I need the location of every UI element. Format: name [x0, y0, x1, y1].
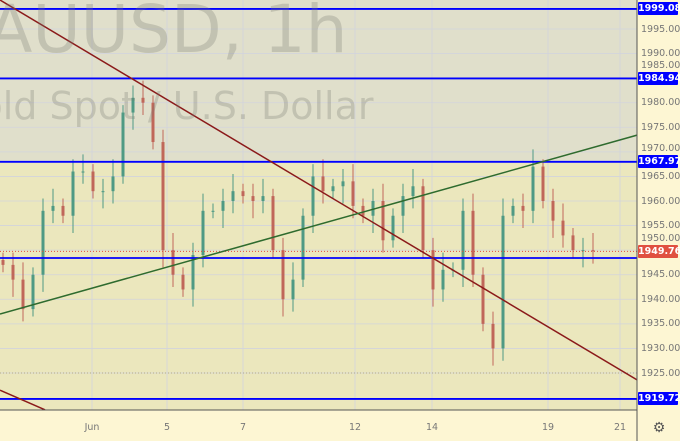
candle-body	[51, 205, 55, 211]
candle-body	[471, 210, 475, 275]
candle-body	[381, 201, 385, 241]
candle-body	[501, 215, 505, 349]
candle-body	[521, 205, 525, 211]
candle-body	[351, 181, 355, 206]
candle-body	[491, 323, 495, 349]
candle-body	[101, 191, 105, 193]
candle-body	[121, 112, 125, 177]
candle-body	[331, 186, 335, 192]
level-price-tag: 1999.08	[638, 2, 680, 16]
level-price-tag: 1984.94	[638, 71, 680, 85]
time-tick-label: 14	[425, 422, 439, 433]
candle-body	[391, 215, 395, 241]
price-tick-label: 1970.00	[641, 143, 680, 155]
candle-body	[211, 210, 215, 212]
candle-body	[341, 181, 345, 187]
price-tick-label: 1950.00	[641, 232, 680, 244]
price-tick-label: 1940.00	[641, 293, 680, 305]
price-tick-label: 1935.00	[641, 318, 680, 330]
candle-body	[11, 264, 15, 280]
candle-body	[111, 176, 115, 192]
red-trend-line	[0, 0, 638, 381]
time-tick-label: 5	[163, 422, 171, 433]
price-tick-label: 1985.00	[641, 59, 680, 71]
price-tick-label: 1995.00	[641, 23, 680, 35]
candle-body	[71, 171, 75, 216]
candle-body	[171, 250, 175, 275]
candle-body	[21, 279, 25, 310]
candle-body	[301, 215, 305, 280]
green-trend-line	[0, 134, 638, 315]
candle-body	[511, 205, 515, 216]
candle-body	[441, 269, 445, 290]
gear-icon[interactable]: ⚙	[652, 420, 666, 436]
candle-body	[31, 274, 35, 310]
candle-body	[201, 210, 205, 256]
candle-body	[281, 250, 285, 300]
price-tick-label: 1930.00	[641, 342, 680, 354]
candle-body	[571, 235, 575, 251]
time-tick-label: 21	[613, 422, 627, 433]
lower-zone	[0, 161, 637, 410]
candle-body	[251, 196, 255, 201]
price-tick-label: 1965.00	[641, 170, 680, 182]
candle-body	[561, 220, 565, 236]
candle-body	[161, 142, 165, 251]
candle-body	[291, 279, 295, 300]
candle-body	[271, 196, 275, 251]
candle-body	[431, 250, 435, 290]
candle-body	[261, 196, 265, 201]
candle-body	[461, 210, 465, 270]
price-tick-label: 1975.00	[641, 121, 680, 133]
price-tick-label: 1960.00	[641, 195, 680, 207]
candle-body	[311, 176, 315, 216]
candle-body	[141, 97, 145, 103]
candle-body	[241, 191, 245, 197]
candle-body	[531, 166, 535, 211]
candle-body	[581, 250, 585, 252]
candle-body	[1, 259, 5, 265]
level-price-tag: 1919.72	[638, 392, 680, 406]
red-trend-line	[0, 389, 46, 411]
candle-body	[481, 274, 485, 324]
time-axis	[0, 410, 637, 441]
candle-body	[401, 196, 405, 216]
candle-body	[591, 250, 595, 252]
candle-body	[541, 166, 545, 201]
candle-body	[131, 97, 135, 113]
time-tick-label: 12	[348, 422, 362, 433]
candle-body	[191, 255, 195, 290]
time-tick-label: 19	[541, 422, 555, 433]
candle-body	[361, 205, 365, 216]
price-tick-label: 1980.00	[641, 97, 680, 109]
candle-body	[551, 201, 555, 221]
candle-body	[321, 176, 325, 192]
upper-zone	[0, 0, 637, 162]
time-tick-label: 7	[239, 422, 247, 433]
candle-body	[411, 186, 415, 197]
candle-body	[221, 201, 225, 211]
price-tick-label: 1990.00	[641, 48, 680, 60]
candle-body	[81, 171, 85, 173]
candle-body	[151, 102, 155, 143]
level-price-tag: 1967.97	[638, 155, 680, 169]
candle-body	[371, 201, 375, 216]
candle-body	[181, 274, 185, 290]
time-tick-label: Jun	[84, 422, 100, 433]
candle-body	[91, 171, 95, 192]
candle-body	[421, 186, 425, 251]
candle-body	[231, 191, 235, 201]
candle-body	[41, 210, 45, 275]
last-price-tag: 1949.76	[638, 244, 680, 258]
candle-body	[61, 205, 65, 216]
price-tick-label: 1955.00	[641, 220, 680, 232]
price-tick-label: 1945.00	[641, 269, 680, 281]
price-tick-label: 1925.00	[641, 367, 680, 379]
